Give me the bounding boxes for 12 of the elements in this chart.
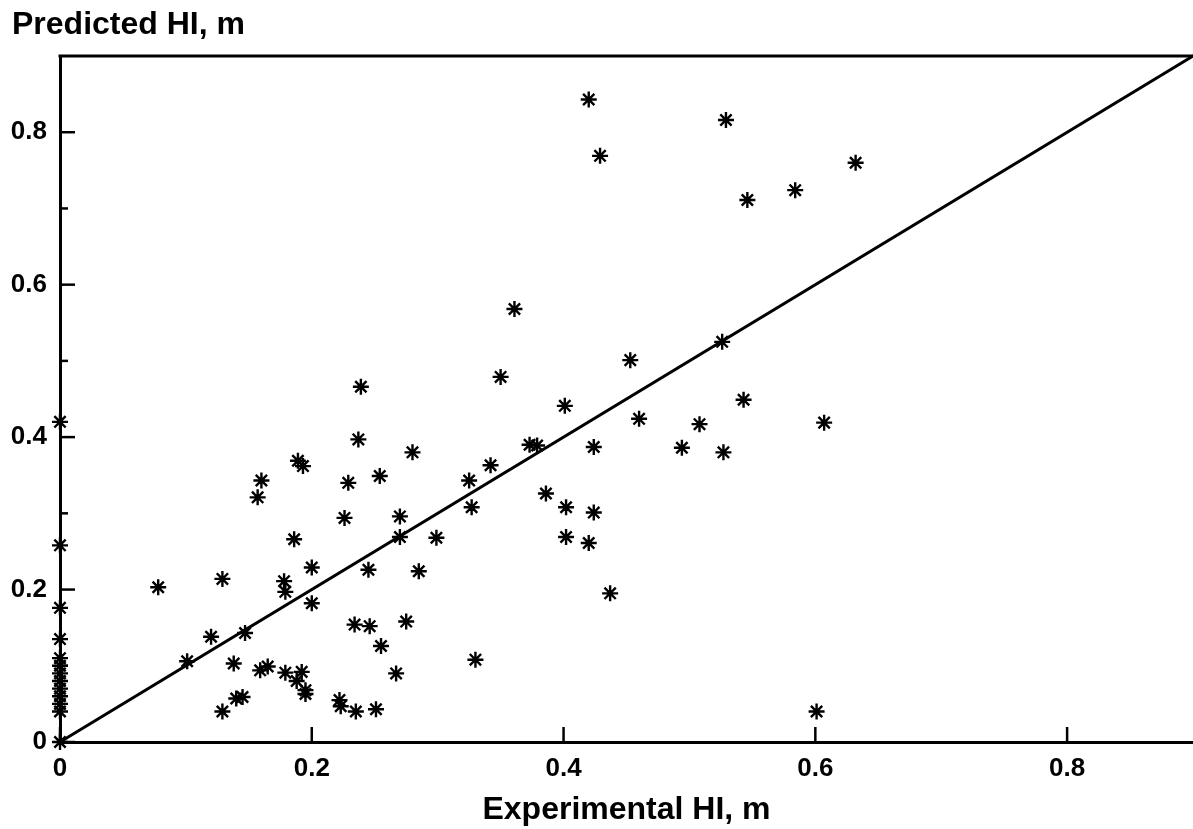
y-tick-label: 0.2 (10, 572, 47, 603)
y-tick-label: 0.4 (10, 420, 48, 451)
y-tick-label: 0.8 (10, 115, 47, 146)
x-tick-label: 0.4 (545, 751, 583, 782)
x-tick-label: 0.8 (1049, 751, 1086, 782)
x-tick-label: 0.2 (293, 751, 330, 782)
y-tick-label: 0 (32, 725, 47, 756)
x-tick-label: 0.6 (797, 751, 834, 782)
x-tick-label: 0 (52, 751, 68, 782)
y-tick-label: 0.6 (10, 267, 47, 298)
x-axis-title: Experimental HI, m (482, 789, 771, 826)
y-axis-title: Predicted HI, m (12, 4, 245, 41)
